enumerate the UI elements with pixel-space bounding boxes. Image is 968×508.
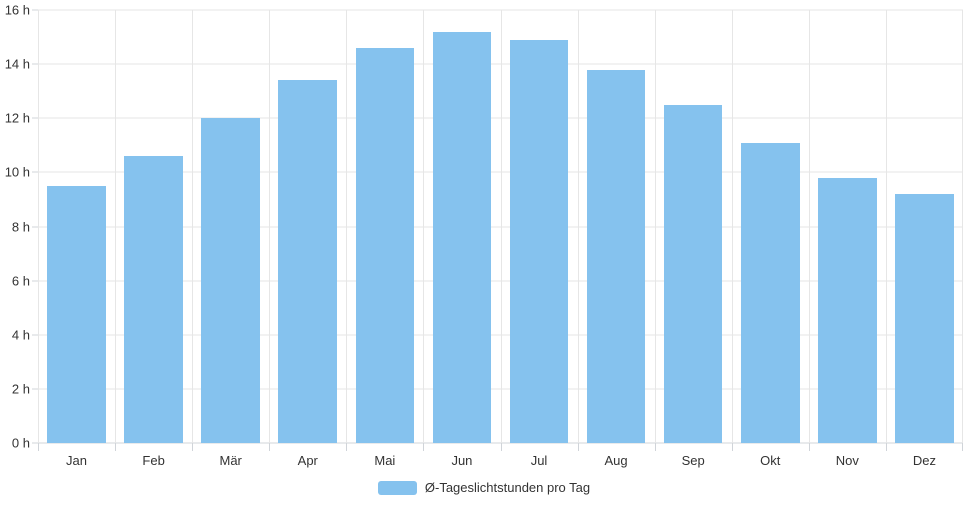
x-axis-tick [38,443,39,451]
v-gridline [423,10,425,443]
x-axis-tick [654,443,656,451]
bar-dez[interactable] [895,194,954,443]
y-axis-label: 14 h [4,56,30,72]
y-axis-tick [32,63,38,65]
x-axis-tick [115,443,117,451]
y-axis-label: 16 h [4,2,30,18]
bar-mai[interactable] [355,47,415,443]
bar-slot [809,10,886,443]
v-gridline [192,10,194,443]
y-axis-tick [32,171,38,173]
x-axis-label: Mai [374,453,396,468]
y-axis-label: 6 h [11,273,30,289]
x-axis-label: Okt [760,453,781,468]
bar-okt[interactable] [740,142,800,443]
x-axis-tick [346,443,348,451]
y-axis-tick [32,117,38,119]
bar-slot [500,10,577,443]
legend-label: Ø-Tageslichtstunden pro Tag [424,480,591,495]
x-axis-tick [808,443,810,451]
x-axis-tick [500,443,502,451]
bar-slot [423,10,500,443]
bar-slot [886,10,963,443]
y-axis-tick [32,226,38,227]
bar-slot [115,10,192,443]
x-axis-label: Dez [912,453,936,468]
bar-jan[interactable] [47,185,106,443]
bar-feb[interactable] [124,156,183,443]
y-axis-label: 8 h [11,219,30,234]
bar-jul[interactable] [509,39,569,443]
bar-slot [655,10,732,443]
y-axis-ticks [32,9,38,444]
bar-apr[interactable] [278,80,338,443]
x-axis-labels: Jan Feb Mär Apr Mai Jun Jul Aug Sep Okt Nov Dez [38,453,963,469]
x-axis-label: Feb [142,453,165,468]
bar-slot [346,10,423,443]
y-axis-label: 2 h [11,381,30,397]
bar-aug[interactable] [586,69,646,443]
v-gridline [115,10,117,443]
v-gridline [885,10,887,443]
bar-slot [269,10,346,443]
legend: Ø-Tageslichtstunden pro Tag [0,480,968,495]
v-gridline [808,10,810,443]
v-gridline [962,10,963,443]
x-axis-tick [731,443,733,451]
y-axis-tick [32,334,38,336]
v-gridline [731,10,733,443]
bar-slot [38,10,115,443]
v-gridline [269,10,271,443]
bar-mär[interactable] [201,118,260,443]
x-axis-label: Jan [66,453,88,468]
y-axis-label: 12 h [4,110,30,126]
y-axis-tick [32,9,38,11]
x-axis-tick [423,443,425,451]
x-axis-label: Apr [297,453,318,468]
x-axis-tick [885,443,887,451]
x-axis-tick [962,443,963,451]
bar-nov[interactable] [818,177,877,443]
bar-sep[interactable] [663,104,723,443]
x-axis-ticks [38,443,963,451]
x-axis-label: Nov [835,453,859,468]
y-axis-labels: 0 h 2 h 4 h 6 h 8 h 10 h 12 h 14 h 16 h [0,4,30,450]
x-axis-label: Aug [604,453,628,468]
legend-swatch-icon [377,480,417,495]
y-axis-label: 10 h [4,164,30,180]
v-gridline [500,10,502,443]
legend-item[interactable]: Ø-Tageslichtstunden pro Tag [377,480,591,495]
v-gridline [38,10,39,443]
x-axis-label: Jun [451,453,473,468]
y-axis-tick [32,388,38,390]
bar-slot [732,10,809,443]
x-axis-label: Mär [219,453,242,468]
x-axis-tick [192,443,194,451]
v-gridline [654,10,656,443]
bar-slot [192,10,269,443]
v-gridline [346,10,348,443]
x-axis-tick [577,443,579,451]
bars-layer [38,10,963,443]
x-axis-label: Sep [681,453,705,468]
y-axis-tick [32,280,38,282]
x-axis-tick [269,443,271,451]
y-axis-label: 0 h [11,435,30,451]
y-axis-tick [32,442,38,444]
plot-area [38,9,963,444]
y-axis-label: 4 h [11,327,30,343]
x-axis-label: Jul [530,453,548,468]
bar-slot [578,10,655,443]
v-gridline [577,10,579,443]
bar-jun[interactable] [432,31,492,443]
